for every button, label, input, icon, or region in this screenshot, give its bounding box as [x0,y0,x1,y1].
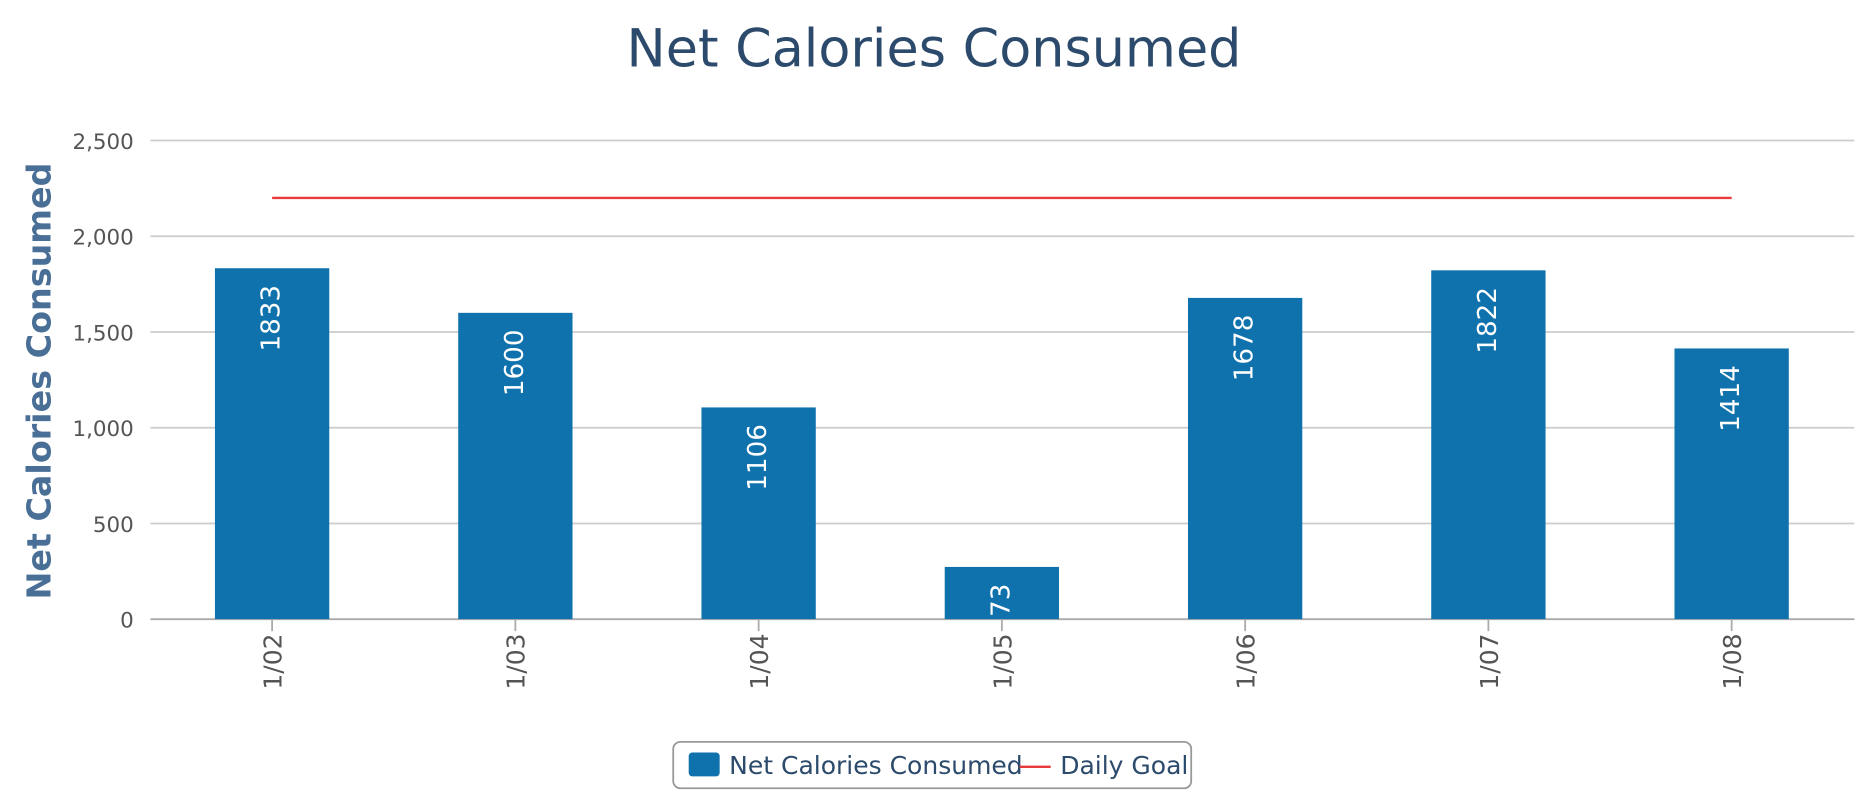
plot-area: 1833 1600 1106 273 1678 1822 1414 [214,268,1789,634]
y-tick-label: 500 [93,513,134,538]
legend-box [672,740,1193,790]
data-label: 273 [986,584,1016,634]
data-label: 1106 [743,424,773,491]
y-tick-label: 0 [120,609,134,634]
data-label: 1678 [1230,315,1260,382]
bar [458,312,573,620]
x-tick-label: 1/04 [745,633,774,689]
x-tick-label: 1/08 [1718,633,1747,689]
x-tick-label: 1/07 [1475,633,1504,689]
y-tick-label: 1,500 [72,321,133,346]
data-label: 1414 [1716,365,1746,432]
y-tick-label: 2,500 [72,130,133,155]
bar [1674,348,1789,620]
x-tick-label: 1/06 [1232,633,1261,689]
data-label: 1822 [1473,287,1503,354]
legend-label: Daily Goal [1060,751,1188,780]
bar [1431,270,1546,620]
bar [701,407,816,620]
x-tick-label: 1/05 [988,633,1017,689]
chart-title: Net Calories Consumed [627,18,1242,79]
legend-swatch [688,752,720,777]
bar [1187,297,1303,620]
y-tick-label: 1,000 [72,417,133,442]
bar [214,268,330,620]
bar [944,566,1060,620]
x-tick-label: 1/03 [502,633,531,689]
y-axis-title: Net Calories Consumed [19,163,58,600]
legend-label: Net Calories Consumed [729,751,1023,780]
x-tick-label: 1/02 [258,633,287,689]
data-label: 1833 [257,285,287,352]
data-label: 1600 [500,330,530,397]
y-tick-label: 2,000 [72,226,133,251]
